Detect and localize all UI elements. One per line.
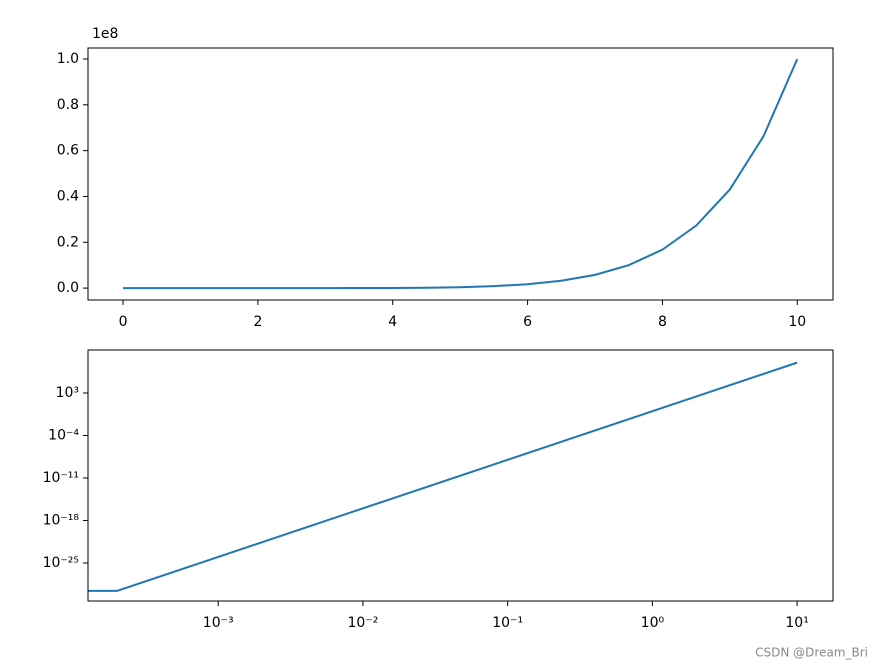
y-tick-label: 0.6 — [57, 143, 79, 159]
y-tick-label: 10⁻¹¹ — [43, 470, 79, 486]
y-offset-label: 1e8 — [92, 26, 118, 42]
watermark: CSDN @Dream_Bri — [755, 646, 868, 660]
x-tick-label: 10¹ — [785, 615, 808, 631]
x-tick-label: 10⁻² — [348, 615, 379, 631]
x-tick-label: 10 — [788, 314, 806, 330]
x-tick-label: 10⁰ — [641, 615, 665, 631]
y-tick-label: 1.0 — [57, 51, 79, 67]
y-tick-label: 10⁻²⁵ — [43, 555, 79, 571]
axes-frame — [87, 47, 834, 301]
axes-frame — [87, 349, 834, 602]
y-tick-label: 0.8 — [57, 97, 79, 113]
x-tick-label: 10⁻¹ — [492, 615, 523, 631]
line-series — [88, 361, 798, 592]
x-tick-label: 2 — [253, 314, 262, 330]
x-tick-label: 0 — [119, 314, 128, 330]
y-tick-label: 0.0 — [57, 280, 79, 296]
line-series — [123, 58, 799, 290]
y-tick-label: 0.2 — [57, 234, 79, 250]
x-tick-label: 8 — [658, 314, 667, 330]
y-tick-label: 10⁻⁴ — [48, 427, 79, 443]
x-tick-label: 4 — [388, 314, 397, 330]
y-tick-label: 0.4 — [57, 188, 79, 204]
x-tick-label: 10⁻³ — [203, 615, 234, 631]
x-tick-label: 6 — [523, 314, 532, 330]
y-tick-label: 10⁻¹⁸ — [43, 512, 80, 528]
y-tick-label: 10³ — [56, 385, 79, 401]
